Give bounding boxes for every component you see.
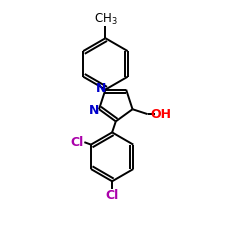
Text: N: N [88, 104, 99, 117]
Text: Cl: Cl [106, 189, 119, 202]
Text: CH$_3$: CH$_3$ [94, 12, 117, 28]
Text: Cl: Cl [70, 136, 84, 149]
Text: OH: OH [150, 108, 172, 121]
Text: N: N [96, 82, 106, 95]
